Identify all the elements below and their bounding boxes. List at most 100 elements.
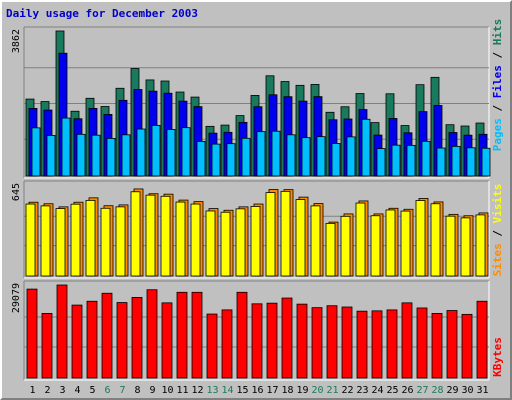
x-tick-label-day-3: 3 (59, 385, 65, 396)
bar-visits-day-16 (250, 206, 261, 277)
chart-title: Daily usage for December 2003 (6, 7, 199, 20)
x-tick-label-day-25: 25 (386, 385, 398, 396)
legend-pages: Pages (491, 118, 504, 151)
bar-visits-day-7 (115, 206, 126, 277)
bar-kbytes-day-7 (116, 302, 128, 379)
bar-pages-day-5 (91, 134, 101, 177)
x-tick-label-day-8: 8 (134, 385, 140, 396)
legend-files: Files (491, 65, 504, 98)
bar-pages-day-27 (421, 140, 431, 177)
bar-kbytes-day-18 (281, 297, 293, 379)
legend-bottom: KBytes (491, 337, 504, 377)
x-tick-label-day-15: 15 (236, 385, 248, 396)
x-tick-label-day-18: 18 (281, 385, 293, 396)
bar-kbytes-day-1 (26, 288, 38, 379)
x-tick-label-day-23: 23 (356, 385, 368, 396)
x-tick-label-day-24: 24 (371, 385, 383, 396)
x-tick-label-day-2: 2 (44, 385, 50, 396)
bar-visits-day-19 (295, 199, 306, 277)
bar-pages-day-30 (466, 147, 476, 177)
bar-pages-day-24 (376, 148, 386, 177)
bar-kbytes-day-2 (41, 312, 53, 379)
x-tick-label-day-17: 17 (266, 385, 278, 396)
bar-visits-day-21 (325, 222, 336, 277)
bar-kbytes-day-8 (131, 297, 143, 379)
bar-kbytes-day-17 (266, 302, 278, 379)
bar-kbytes-day-25 (386, 309, 398, 379)
bar-kbytes-day-29 (446, 310, 458, 379)
bar-pages-day-10 (166, 129, 176, 177)
x-tick-label-day-20: 20 (311, 385, 323, 396)
bar-pages-day-15 (241, 137, 251, 177)
legend-hits: Hits (491, 19, 504, 46)
bar-pages-day-16 (256, 131, 266, 177)
y-max-label: 645 (11, 183, 22, 201)
bar-kbytes-day-26 (401, 302, 413, 379)
x-tick-label-day-16: 16 (251, 385, 263, 396)
bar-pages-day-4 (76, 133, 86, 177)
legend-sites: Sites (491, 243, 504, 276)
bar-pages-day-7 (121, 134, 131, 177)
bar-visits-day-5 (85, 199, 96, 277)
x-tick-label-day-5: 5 (89, 385, 95, 396)
bar-visits-day-27 (415, 200, 426, 277)
x-tick-label-day-30: 30 (461, 385, 473, 396)
bar-kbytes-day-13 (206, 313, 218, 379)
bar-visits-day-23 (355, 202, 366, 277)
bar-kbytes-day-30 (461, 313, 473, 379)
x-tick-label-day-28: 28 (431, 385, 443, 396)
bar-pages-day-28 (436, 147, 446, 177)
bar-visits-day-1 (25, 203, 36, 277)
bar-pages-day-2 (46, 135, 56, 177)
bar-kbytes-day-16 (251, 303, 263, 379)
x-tick-label-day-27: 27 (416, 385, 428, 396)
bar-kbytes-day-10 (161, 302, 173, 379)
bar-pages-day-29 (451, 145, 461, 177)
bar-pages-day-18 (286, 134, 296, 177)
x-tick-label-day-11: 11 (176, 385, 188, 396)
bar-kbytes-day-28 (431, 312, 443, 379)
legend-visits: Visits (491, 184, 504, 224)
bar-kbytes-day-31 (476, 300, 488, 379)
bar-visits-day-25 (385, 209, 396, 277)
bar-pages-day-11 (181, 127, 191, 177)
x-tick-label-day-7: 7 (119, 385, 125, 396)
bar-pages-day-1 (31, 127, 41, 177)
bar-kbytes-day-4 (71, 304, 83, 379)
bar-pages-day-3 (61, 117, 71, 177)
bar-pages-day-17 (271, 130, 281, 177)
x-tick-label-day-22: 22 (341, 385, 353, 396)
x-tick-label-day-31: 31 (476, 385, 488, 396)
bar-pages-day-26 (406, 144, 416, 177)
bar-visits-day-10 (160, 195, 171, 277)
bar-kbytes-day-14 (221, 309, 233, 379)
y-max-label: 29079 (11, 283, 22, 313)
bar-kbytes-day-27 (416, 307, 428, 379)
legend-sep: / (491, 223, 504, 243)
bar-visits-day-24 (370, 215, 381, 277)
bar-visits-day-3 (55, 208, 66, 277)
x-tick-label-day-4: 4 (74, 385, 80, 396)
bar-kbytes-day-19 (296, 303, 308, 379)
bar-pages-day-21 (331, 143, 341, 177)
bar-kbytes-day-21 (326, 305, 338, 379)
bar-pages-day-23 (361, 118, 371, 177)
x-tick-label-day-12: 12 (191, 385, 203, 396)
bar-pages-day-6 (106, 137, 116, 177)
bar-pages-day-13 (211, 143, 221, 177)
bar-kbytes-day-11 (176, 291, 188, 379)
bar-visits-day-12 (190, 203, 201, 277)
bar-pages-day-31 (481, 147, 491, 177)
legend-sep: / (491, 45, 504, 65)
bar-kbytes-day-24 (371, 310, 383, 379)
bar-pages-day-14 (226, 143, 236, 177)
bar-kbytes-day-12 (191, 291, 203, 379)
bar-visits-day-13 (205, 210, 216, 277)
bar-visits-day-4 (70, 203, 81, 277)
legend-middle: Sites / Visits (491, 184, 504, 277)
bar-visits-day-6 (100, 207, 111, 277)
bar-visits-day-17 (265, 192, 276, 277)
x-tick-label-day-26: 26 (401, 385, 413, 396)
bar-visits-day-29 (445, 215, 456, 277)
